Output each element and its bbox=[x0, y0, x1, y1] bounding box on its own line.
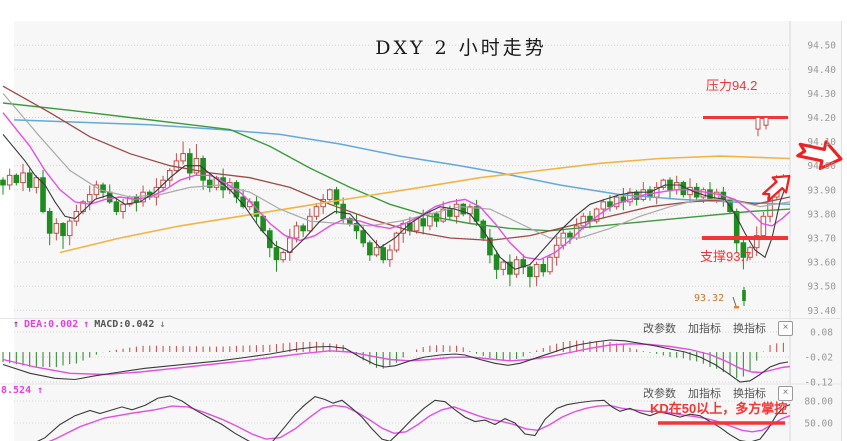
kdj-value: 8.524 bbox=[1, 385, 32, 396]
macd-axis-label: -0.02 bbox=[804, 353, 833, 364]
ma-orange bbox=[59, 155, 790, 254]
close-panel-button[interactable]: × bbox=[778, 320, 793, 336]
resistance-label: 压力94.2 bbox=[706, 78, 758, 93]
kdj-toolbar: 改参数 加指标 换指标 × bbox=[643, 385, 793, 401]
mini-candle-marker bbox=[742, 290, 746, 301]
ma-brown bbox=[2, 85, 790, 242]
y-axis-label: 94.10 bbox=[807, 137, 836, 148]
add-indicator-button[interactable]: 加指标 bbox=[688, 388, 721, 400]
y-axis-label: 93.60 bbox=[807, 258, 836, 269]
ghost-candle bbox=[763, 117, 769, 126]
page-title: DXY 2 小时走势 bbox=[375, 37, 547, 59]
y-axis-label: 94.50 bbox=[807, 41, 836, 52]
macd-axis-label: 0.08 bbox=[810, 328, 833, 339]
macd-value: MACD:0.042 bbox=[94, 319, 155, 330]
y-axis-label: 94.40 bbox=[807, 65, 836, 76]
ghost-candle bbox=[755, 117, 761, 130]
switch-indicator-button[interactable]: 换指标 bbox=[733, 388, 766, 400]
add-indicator-button[interactable]: 加指标 bbox=[688, 323, 721, 335]
ma-blue bbox=[13, 119, 790, 206]
hand-drawn-arrow-icon bbox=[761, 174, 791, 202]
dea-up-arrow-icon: ↑ bbox=[13, 319, 20, 330]
ma-black bbox=[2, 134, 789, 270]
dea-value: DEA:0.002 bbox=[24, 319, 79, 330]
macd-down-arrow-icon: ↓ bbox=[159, 319, 166, 330]
y-axis-label: 93.40 bbox=[807, 306, 836, 317]
dif-line bbox=[2, 339, 789, 383]
y-axis-label: 94.00 bbox=[807, 161, 836, 172]
k-line bbox=[36, 395, 790, 441]
kdj-panel[interactable] bbox=[30, 395, 790, 441]
y-axis-label: 93.70 bbox=[807, 234, 836, 245]
y-axis-label: 93.80 bbox=[807, 209, 836, 220]
ma-green bbox=[2, 102, 790, 232]
kd-annotation: KD在50以上，多方掌控 bbox=[650, 401, 788, 416]
macd-axis-label: -0.12 bbox=[804, 378, 833, 389]
kdj-axis-label: 50.00 bbox=[804, 419, 833, 430]
support-label: 支撑93.7 bbox=[700, 249, 752, 264]
y-axis-label: 93.90 bbox=[807, 185, 836, 196]
dea-line bbox=[2, 343, 790, 376]
moving-averages-layer bbox=[2, 85, 790, 270]
last-price-label: 93.32 bbox=[694, 293, 725, 304]
gridlines bbox=[14, 44, 790, 424]
close-panel-button[interactable]: × bbox=[778, 385, 793, 401]
y-axis-label: 94.20 bbox=[807, 113, 836, 124]
macd-panel[interactable] bbox=[2, 339, 790, 383]
candlestick-panel[interactable] bbox=[0, 85, 790, 288]
annotations-layer bbox=[702, 116, 843, 309]
switch-indicator-button[interactable]: 换指标 bbox=[733, 323, 766, 335]
y-axis-label: 94.30 bbox=[807, 89, 836, 100]
change-params-button[interactable]: 改参数 bbox=[643, 388, 676, 400]
price-axis: 94.50 94.40 94.30 94.20 94.10 94.00 93.90 93.80… bbox=[804, 41, 836, 441]
macd-up-arrow-icon: ↑ bbox=[83, 319, 90, 330]
change-params-button[interactable]: 改参数 bbox=[643, 323, 676, 335]
y-axis-label: 93.50 bbox=[807, 282, 836, 293]
macd-header: ↑ DEA:0.002 ↑ MACD:0.042 ↓ bbox=[13, 319, 166, 330]
macd-toolbar: 改参数 加指标 换指标 × bbox=[643, 320, 793, 336]
hand-drawn-arrow-icon bbox=[796, 140, 843, 171]
kdj-header: 8.524 ↑ bbox=[1, 385, 43, 396]
d-line bbox=[48, 404, 790, 441]
ma-gray bbox=[2, 93, 790, 239]
kdj-up-arrow-icon: ↑ bbox=[37, 385, 44, 396]
kdj-axis-label: 80.00 bbox=[804, 397, 833, 408]
